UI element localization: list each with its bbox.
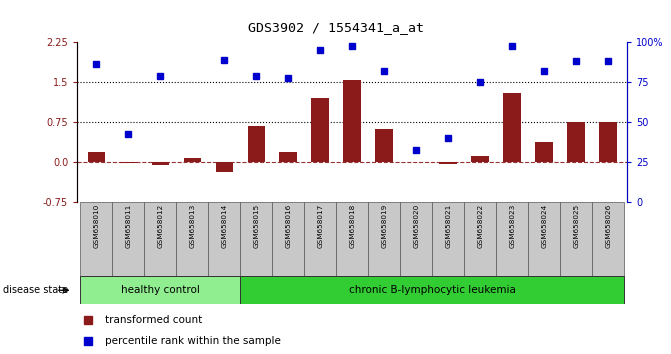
Bar [215,162,233,172]
Text: GSM658015: GSM658015 [254,204,259,248]
Bar [368,202,401,276]
Text: GSM658010: GSM658010 [93,204,99,248]
Bar [311,98,329,162]
Bar [176,202,208,276]
Bar [432,202,464,276]
Bar [184,158,201,162]
Text: disease state: disease state [3,285,68,295]
Text: GSM658014: GSM658014 [221,204,227,248]
Text: GSM658012: GSM658012 [157,204,163,248]
Text: GSM658020: GSM658020 [413,204,419,248]
Text: GSM658017: GSM658017 [317,204,323,248]
Bar [152,162,169,165]
Text: GDS3902 / 1554341_a_at: GDS3902 / 1554341_a_at [248,21,423,34]
Bar [336,202,368,276]
Text: GSM658024: GSM658024 [541,204,548,248]
Bar [119,162,137,163]
Bar [240,276,624,304]
Bar [376,129,393,162]
Bar [568,122,585,162]
Bar [112,202,144,276]
Bar [272,202,304,276]
Text: chronic B-lymphocytic leukemia: chronic B-lymphocytic leukemia [349,285,516,295]
Text: GSM658021: GSM658021 [446,204,451,248]
Bar [280,153,297,162]
Bar [440,162,457,164]
Text: GSM658019: GSM658019 [381,204,387,248]
Bar [401,202,432,276]
Bar [344,80,361,162]
Text: GSM658011: GSM658011 [125,204,132,248]
Bar [599,122,617,162]
Text: GSM658013: GSM658013 [189,204,195,248]
Text: percentile rank within the sample: percentile rank within the sample [105,336,280,346]
Bar [144,202,176,276]
Bar [208,202,240,276]
Bar [528,202,560,276]
Text: transformed count: transformed count [105,315,202,325]
Bar [248,126,265,162]
Text: GSM658016: GSM658016 [285,204,291,248]
Bar [560,202,592,276]
Text: GSM658025: GSM658025 [573,204,579,248]
Bar [87,153,105,162]
Bar [81,202,112,276]
Bar [503,93,521,162]
Bar [464,202,497,276]
Bar [240,202,272,276]
Bar [472,156,489,162]
Text: healthy control: healthy control [121,285,200,295]
Bar [592,202,624,276]
Bar [81,276,240,304]
Text: GSM658018: GSM658018 [350,204,355,248]
Text: GSM658026: GSM658026 [605,204,611,248]
Bar [497,202,528,276]
Bar [535,142,553,162]
Text: GSM658022: GSM658022 [477,204,483,248]
Bar [304,202,336,276]
Text: GSM658023: GSM658023 [509,204,515,248]
